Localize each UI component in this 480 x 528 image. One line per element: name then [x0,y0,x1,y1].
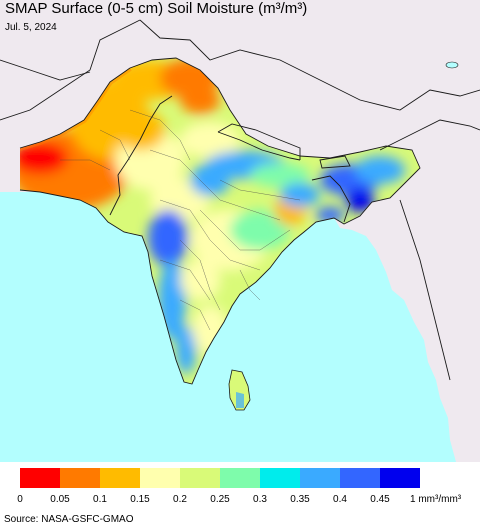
colorbar-swatch [380,468,420,488]
map-canvas [0,0,480,462]
colorbar-tick-label: 0.35 [290,494,310,505]
colorbar-swatch [180,468,220,488]
colorbar-swatch [220,468,260,488]
state-borders [60,109,301,331]
colorbar-tick-label: 0.15 [130,494,150,505]
colorbar-swatch [100,468,140,488]
colorbar-tick-label: 0.05 [50,494,70,505]
colorbar-tick-label: 0.2 [173,494,187,505]
colorbar-tick-label: 0 [17,494,23,505]
source-credit: Source: NASA-GSFC-GMAO [4,514,134,525]
colorbar-tick-label: 0.4 [333,494,347,505]
colorbar-unit-label: 1 mm³/mm³ [410,494,462,505]
colorbar-tick-label: 0.3 [253,494,267,505]
colorbar-swatch [20,468,60,488]
colorbar-tick-label: 0.25 [210,494,230,505]
colorbar-swatch [260,468,300,488]
sri-lanka [228,369,251,411]
colorbar-tick-label: 0.1 [93,494,107,505]
country-borders [0,19,480,385]
map-title: SMAP Surface (0-5 cm) Soil Moisture (m³/… [5,0,308,17]
colorbar-legend: 0 0.05 0.1 0.15 0.2 0.25 0.3 0.35 0.4 0.45 1 mm³/m… [0,462,480,528]
colorbar-swatch [60,468,100,488]
soil-moisture-map: SMAP Surface (0-5 cm) Soil Moisture (m³/… [0,0,480,462]
colorbar-swatch [340,468,380,488]
lake-marker [445,61,459,69]
colorbar-swatch [300,468,340,488]
colorbar-tick-label: 0.45 [370,494,390,505]
map-date: Jul. 5, 2024 [5,22,57,33]
colorbar-swatch [140,468,180,488]
colorbar: 0 0.05 0.1 0.15 0.2 0.25 0.3 0.35 0.4 0.45 1 mm³/m… [17,468,462,505]
